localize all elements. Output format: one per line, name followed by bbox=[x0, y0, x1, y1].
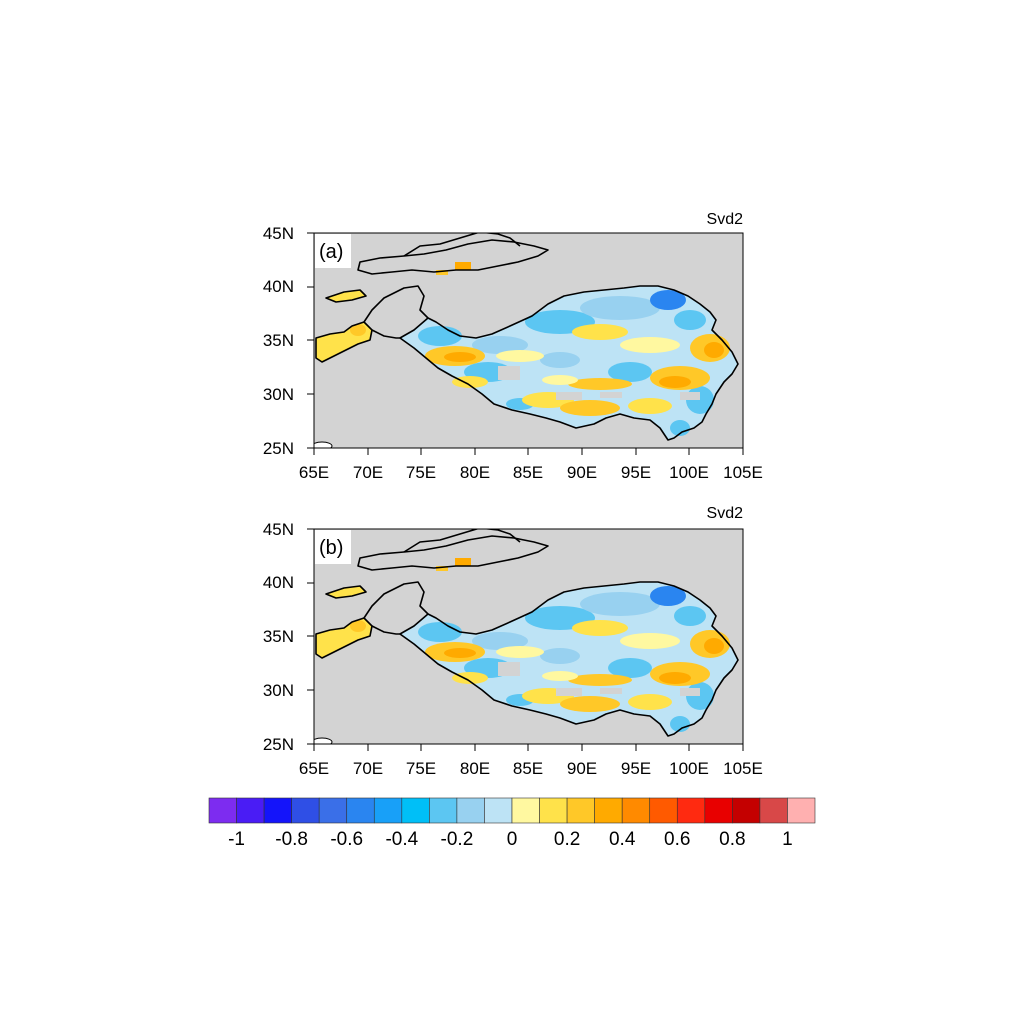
colorbar-swatch bbox=[318, 797, 348, 824]
colorbar-swatch bbox=[732, 797, 761, 824]
lat-tick-label: 45N bbox=[263, 224, 294, 243]
colorbar-swatch bbox=[649, 797, 678, 824]
colorbar-swatch bbox=[263, 797, 292, 824]
colorbar-swatch bbox=[373, 797, 403, 824]
lon-tick-label: 75E bbox=[406, 463, 436, 482]
lon-tick-label: 75E bbox=[406, 759, 436, 778]
colorbar-label: 0.8 bbox=[719, 829, 745, 850]
panel-label-a: (a) bbox=[319, 241, 343, 263]
lat-tick-label: 25N bbox=[263, 439, 294, 458]
colorbar-label: -0.2 bbox=[441, 829, 474, 850]
lat-tick-label: 25N bbox=[263, 735, 294, 754]
colorbar-label: 0.2 bbox=[554, 829, 580, 850]
field-a bbox=[314, 232, 738, 448]
lon-tick-label: 80E bbox=[460, 759, 490, 778]
lat-tick-label: 40N bbox=[263, 277, 294, 296]
colorbar-swatch bbox=[566, 797, 595, 824]
lon-tick-label: 85E bbox=[513, 759, 543, 778]
colorbar-label: 0 bbox=[507, 829, 518, 850]
colorbar-swatch bbox=[704, 797, 733, 824]
colorbar-swatch bbox=[787, 797, 816, 824]
colorbar-swatch bbox=[208, 797, 237, 824]
lon-axis-b: 65E 70E 75E 80E 85E 90E 95E 100E 105E bbox=[299, 759, 763, 778]
panel-title-b: Svd2 bbox=[707, 505, 744, 522]
colorbar-swatch bbox=[759, 797, 788, 824]
lon-tick-label: 65E bbox=[299, 463, 329, 482]
lon-tick-label: 105E bbox=[723, 463, 763, 482]
lon-tick-label: 95E bbox=[621, 463, 651, 482]
lat-tick-label: 45N bbox=[263, 520, 294, 539]
panel-b: (b) Svd2 25N 30N 35N 40N 45N 65E 70E 75E… bbox=[263, 505, 763, 778]
lat-tick-label: 40N bbox=[263, 573, 294, 592]
colorbar bbox=[208, 797, 816, 824]
colorbar-swatch bbox=[511, 797, 540, 824]
colorbar-label: -0.6 bbox=[330, 829, 363, 850]
lon-tick-label: 105E bbox=[723, 759, 763, 778]
colorbar-labels: -1 -0.8 -0.6 -0.4 -0.2 0 0.2 0.4 0.6 0.8 1 bbox=[228, 829, 793, 850]
colorbar-swatch bbox=[621, 797, 651, 824]
lon-tick-label: 85E bbox=[513, 463, 543, 482]
colorbar-label: -1 bbox=[228, 829, 245, 850]
lon-tick-label: 90E bbox=[567, 759, 597, 778]
lon-tick-label: 100E bbox=[669, 463, 709, 482]
lon-axis-a: 65E 70E 75E 80E 85E 90E 95E 100E 105E bbox=[299, 463, 763, 482]
colorbar-swatch bbox=[346, 797, 375, 824]
lon-tick-label: 70E bbox=[353, 463, 383, 482]
colorbar-swatch bbox=[456, 797, 485, 824]
colorbar-label: -0.4 bbox=[385, 829, 418, 850]
lat-axis-b: 25N 30N 35N 40N 45N bbox=[263, 520, 294, 754]
colorbar-swatch bbox=[429, 797, 458, 824]
colorbar-swatch bbox=[539, 797, 568, 824]
lat-tick-label: 30N bbox=[263, 681, 294, 700]
lon-tick-label: 70E bbox=[353, 759, 383, 778]
colorbar-swatch bbox=[291, 797, 320, 824]
lon-tick-label: 95E bbox=[621, 759, 651, 778]
colorbar-label: 0.4 bbox=[609, 829, 636, 850]
colorbar-label: 1 bbox=[782, 829, 793, 850]
colorbar-swatch bbox=[676, 797, 706, 824]
field-b bbox=[314, 528, 738, 744]
lon-tick-label: 90E bbox=[567, 463, 597, 482]
colorbar-swatch bbox=[401, 797, 430, 824]
lon-tick-label: 80E bbox=[460, 463, 490, 482]
panel-a: (a) Svd2 25N 30N 35N 40N 45N 65E 70E 75E… bbox=[263, 211, 763, 482]
colorbar-swatch bbox=[594, 797, 623, 824]
lat-tick-label: 35N bbox=[263, 627, 294, 646]
lat-tick-label: 35N bbox=[263, 331, 294, 350]
panel-label-b: (b) bbox=[319, 537, 343, 559]
colorbar-label: 0.6 bbox=[664, 829, 690, 850]
panel-title-a: Svd2 bbox=[707, 211, 744, 228]
lat-tick-label: 30N bbox=[263, 385, 294, 404]
lat-axis-a: 25N 30N 35N 40N 45N bbox=[263, 224, 294, 458]
lon-tick-label: 65E bbox=[299, 759, 329, 778]
colorbar-label: -0.8 bbox=[275, 829, 308, 850]
lon-tick-label: 100E bbox=[669, 759, 709, 778]
colorbar-swatch bbox=[484, 797, 513, 824]
colorbar-swatch bbox=[236, 797, 265, 824]
